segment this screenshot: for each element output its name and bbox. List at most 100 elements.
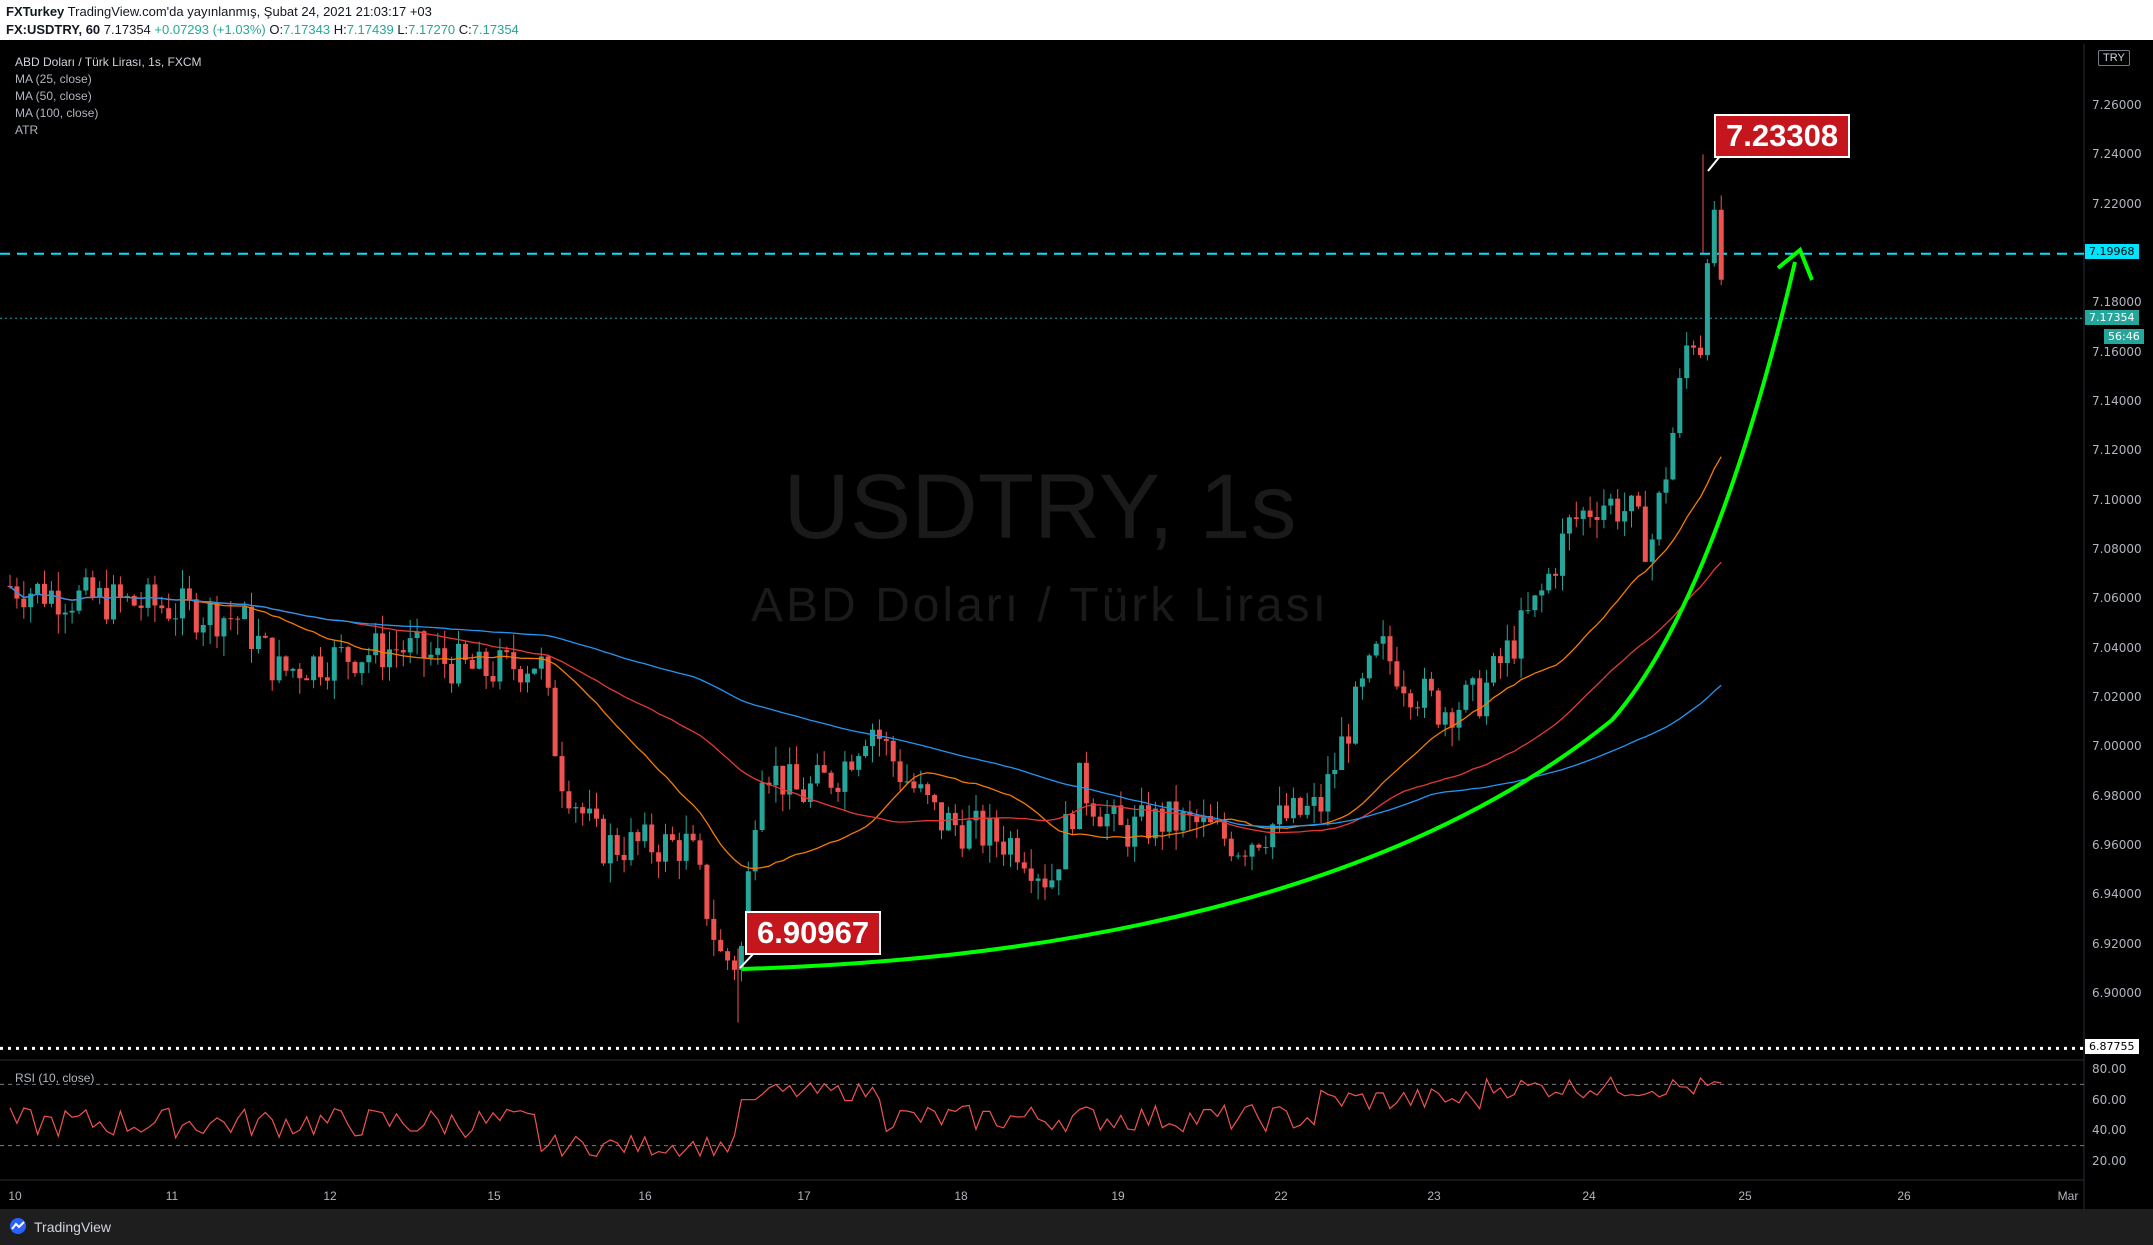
candle-body: [207, 602, 213, 626]
candle-body: [186, 588, 192, 600]
candle-body: [821, 765, 827, 773]
open-value: 7.17343: [283, 22, 331, 37]
candle-body: [614, 835, 620, 855]
candle-body: [1449, 712, 1455, 728]
candle-body: [1194, 814, 1200, 823]
candle-body: [28, 593, 34, 608]
currency-button[interactable]: TRY: [2098, 50, 2130, 66]
candle-body: [1173, 801, 1179, 831]
candle-body: [738, 945, 744, 970]
candle-body: [663, 834, 668, 862]
high-value: 7.17439: [346, 22, 394, 37]
legend-ma25[interactable]: MA (25, close): [15, 72, 92, 86]
candle-body: [1649, 539, 1655, 562]
price-axis-label: 7.06000: [2092, 591, 2142, 606]
low-label: L:: [397, 22, 409, 37]
rsi-line: [9, 1076, 1722, 1158]
candle-body: [83, 577, 89, 591]
legend-ma100[interactable]: MA (100, close): [15, 106, 99, 120]
time-axis-label: 18: [954, 1189, 968, 1203]
candle-body: [1256, 844, 1262, 848]
candle-body: [1477, 678, 1483, 717]
candle-body: [966, 820, 972, 849]
candle-body: [1056, 869, 1062, 881]
candle-body: [1387, 636, 1393, 662]
time-axis-label: 10: [8, 1189, 22, 1203]
price-axis-label: 6.92000: [2092, 936, 2142, 951]
candle-body: [1166, 801, 1172, 832]
candle-body: [21, 598, 27, 608]
candle-body: [773, 765, 779, 786]
candle-body: [469, 659, 475, 669]
candle-body: [1428, 678, 1434, 691]
candle-body: [1566, 517, 1572, 534]
candle-body: [801, 789, 806, 802]
candle-body: [1228, 838, 1234, 857]
candle-body: [173, 618, 179, 620]
candle-body: [1132, 816, 1138, 847]
candle-body: [421, 631, 427, 658]
candle-body: [393, 649, 399, 651]
candle-body: [911, 781, 917, 789]
candle-body: [642, 824, 648, 842]
candle-body: [1497, 656, 1503, 664]
legend-rsi[interactable]: RSI (10, close): [15, 1071, 95, 1085]
candle-body: [324, 677, 330, 681]
low-value: 7.17270: [408, 22, 456, 37]
candle-body: [1504, 640, 1510, 664]
candle-body: [538, 656, 544, 669]
time-axis-label: 26: [1897, 1189, 1911, 1203]
candle-body: [573, 807, 579, 809]
candle-body: [159, 605, 165, 609]
candle-body: [732, 960, 737, 970]
legend-atr[interactable]: ATR: [15, 123, 39, 137]
candle-body: [1684, 345, 1690, 379]
price-axis-label: 7.10000: [2092, 492, 2142, 507]
published-text: TradingView.com'da yayınlanmış, Şubat 24…: [67, 4, 432, 19]
candle-body: [1656, 492, 1662, 540]
candle-body: [1401, 686, 1407, 694]
candle-body: [890, 740, 896, 762]
candle-body: [414, 631, 420, 639]
candle-body: [828, 772, 834, 788]
candle-body: [104, 588, 110, 620]
close-label: C:: [458, 22, 472, 37]
candle-body: [366, 655, 372, 663]
footer-bar: TradingView: [0, 1209, 2153, 1245]
price-axis-label: 7.04000: [2092, 640, 2142, 655]
publisher-name: FXTurkey: [6, 4, 65, 19]
candle-body: [1525, 610, 1531, 612]
candle-body: [987, 817, 993, 846]
candle-body: [97, 588, 103, 598]
candle-body: [904, 781, 910, 783]
candle-body: [973, 810, 979, 821]
candle-body: [345, 647, 351, 662]
candle-body: [269, 637, 275, 681]
candle-body: [1049, 880, 1055, 888]
chart-pane[interactable]: [8, 44, 2084, 1044]
symbol-label: FX:USDTRY, 60: [6, 22, 101, 37]
legend-ma50[interactable]: MA (50, close): [15, 89, 92, 103]
candle-body: [249, 606, 254, 650]
candle-body: [504, 650, 510, 653]
candle-body: [939, 802, 944, 831]
candle-body: [1546, 573, 1552, 591]
candle-body: [918, 784, 924, 789]
candle-body: [1518, 610, 1524, 659]
candle-body: [1146, 805, 1151, 839]
candle-body: [656, 852, 662, 862]
price-axis-label: 6.96000: [2092, 838, 2142, 852]
level-tag-cyan: 7.19968: [2085, 244, 2139, 259]
candle-body: [1491, 656, 1496, 683]
candle-body: [90, 577, 96, 598]
candle-body: [456, 643, 461, 684]
candle-body: [1560, 533, 1565, 576]
candle-body: [669, 834, 675, 841]
tradingview-logo-icon: [10, 1218, 26, 1234]
candle-body: [304, 678, 310, 681]
footer-brand: TradingView: [34, 1219, 112, 1235]
candle-body: [1615, 498, 1621, 522]
candle-body: [607, 835, 613, 864]
candle-body: [442, 648, 448, 664]
